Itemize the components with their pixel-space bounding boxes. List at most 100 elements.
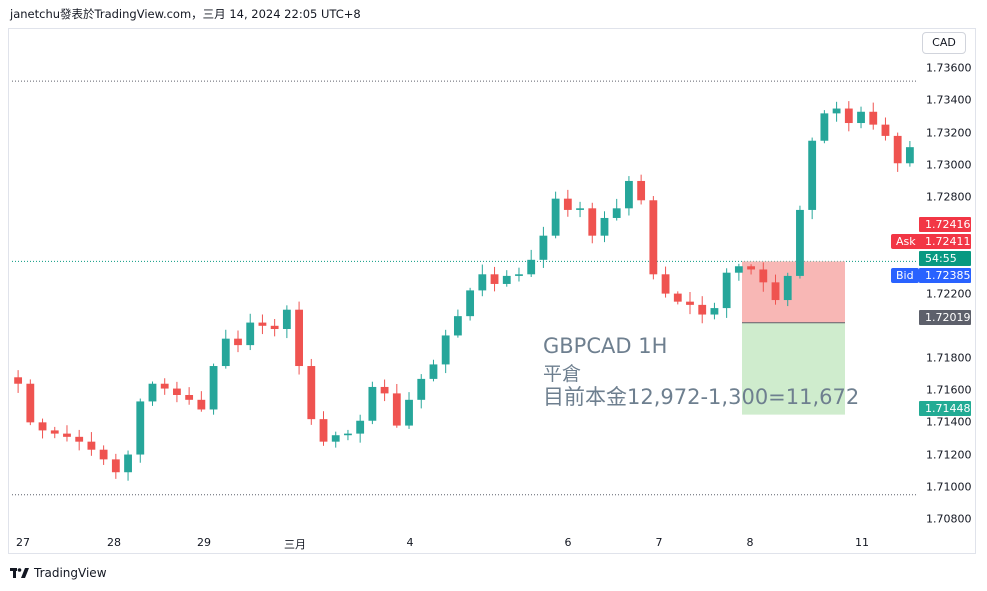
candle <box>282 305 291 339</box>
candle <box>99 445 108 465</box>
candle-body <box>246 322 255 346</box>
candle <box>392 383 401 428</box>
tradingview-logo-icon <box>10 567 29 578</box>
candle <box>881 117 890 141</box>
candle-body <box>124 454 132 473</box>
candle-body <box>344 433 352 436</box>
candle-body <box>820 113 829 141</box>
tradingview-logo[interactable]: TradingView <box>10 566 107 580</box>
candle <box>563 189 572 217</box>
candle <box>124 450 132 481</box>
candle-body <box>747 266 755 270</box>
candle <box>637 174 646 205</box>
y-tick-label: 1.73200 <box>926 126 972 140</box>
candle-body <box>527 259 536 275</box>
candle-body <box>905 147 914 164</box>
candle-body <box>160 383 169 389</box>
y-tick-label: 1.70800 <box>926 512 972 526</box>
y-tick-label: 1.73600 <box>926 61 972 75</box>
candle-body <box>50 430 59 434</box>
candle-body <box>881 124 890 136</box>
tradingview-logo-text: TradingView <box>34 566 107 580</box>
candle-body <box>136 401 145 455</box>
x-tick-label: 11 <box>855 536 869 549</box>
position-zones <box>742 261 845 415</box>
candle <box>478 264 487 297</box>
candle <box>600 211 609 243</box>
candle-body <box>551 198 560 236</box>
countdown-tag: 54:55 <box>919 251 971 266</box>
candle <box>551 191 560 239</box>
candle-body <box>612 208 621 218</box>
candle <box>698 296 707 324</box>
candle-body <box>295 309 303 367</box>
candle-body <box>588 208 597 236</box>
candle <box>270 319 279 337</box>
y-tick-label: 1.71200 <box>926 448 972 462</box>
candle <box>258 314 267 335</box>
candle <box>502 270 511 287</box>
candle <box>344 429 352 441</box>
candle <box>466 287 475 321</box>
candle <box>612 198 621 221</box>
candle <box>368 381 377 425</box>
y-tick-label: 1.71600 <box>926 383 972 397</box>
candle-body <box>698 304 707 315</box>
candles <box>14 101 914 481</box>
candle <box>820 110 829 144</box>
candle <box>490 266 499 292</box>
candle-body <box>197 399 206 410</box>
candle-body <box>87 441 96 450</box>
candle-body <box>832 108 841 114</box>
candle <box>576 201 584 218</box>
y-tick-label: 1.71800 <box>926 351 972 365</box>
candle <box>844 101 853 132</box>
candle <box>209 363 218 415</box>
candle <box>405 392 413 429</box>
candle-body <box>502 275 511 284</box>
candle-body <box>356 420 365 434</box>
candle <box>185 387 194 405</box>
candle <box>160 378 169 395</box>
candle-body <box>661 274 670 294</box>
candle <box>331 431 340 448</box>
candle <box>722 268 731 318</box>
candle-body <box>185 394 194 400</box>
candle-body <box>808 140 817 210</box>
candle-body <box>515 274 523 276</box>
candle-body <box>429 364 438 379</box>
candle-body <box>576 208 584 210</box>
candle-body <box>441 335 450 365</box>
x-tick-label: 29 <box>197 536 211 549</box>
candle <box>796 205 804 279</box>
candle-body <box>221 338 230 367</box>
candle <box>686 291 694 315</box>
candle <box>759 262 768 292</box>
candle <box>649 196 658 280</box>
candle-body <box>258 322 267 326</box>
x-tick-label: 28 <box>107 536 121 549</box>
candle <box>893 132 902 172</box>
candle <box>808 137 817 220</box>
candle-body <box>392 393 401 426</box>
candle <box>173 381 181 403</box>
candle-body <box>75 436 84 442</box>
candle <box>14 370 23 393</box>
y-tick-label: 1.72800 <box>926 190 972 204</box>
candle <box>148 381 157 406</box>
currency-button[interactable]: CAD <box>922 32 966 54</box>
candle <box>515 267 523 282</box>
chart-frame <box>8 28 976 554</box>
candle <box>527 249 536 277</box>
candle-body <box>539 235 548 260</box>
candle <box>417 374 426 409</box>
candle-body <box>282 309 291 330</box>
x-tick-label: 4 <box>406 536 414 549</box>
candle <box>905 141 914 167</box>
candle-body <box>796 209 804 276</box>
candle-body <box>453 316 462 336</box>
candle <box>661 266 670 298</box>
candle <box>221 329 230 369</box>
candle-body <box>490 274 499 284</box>
